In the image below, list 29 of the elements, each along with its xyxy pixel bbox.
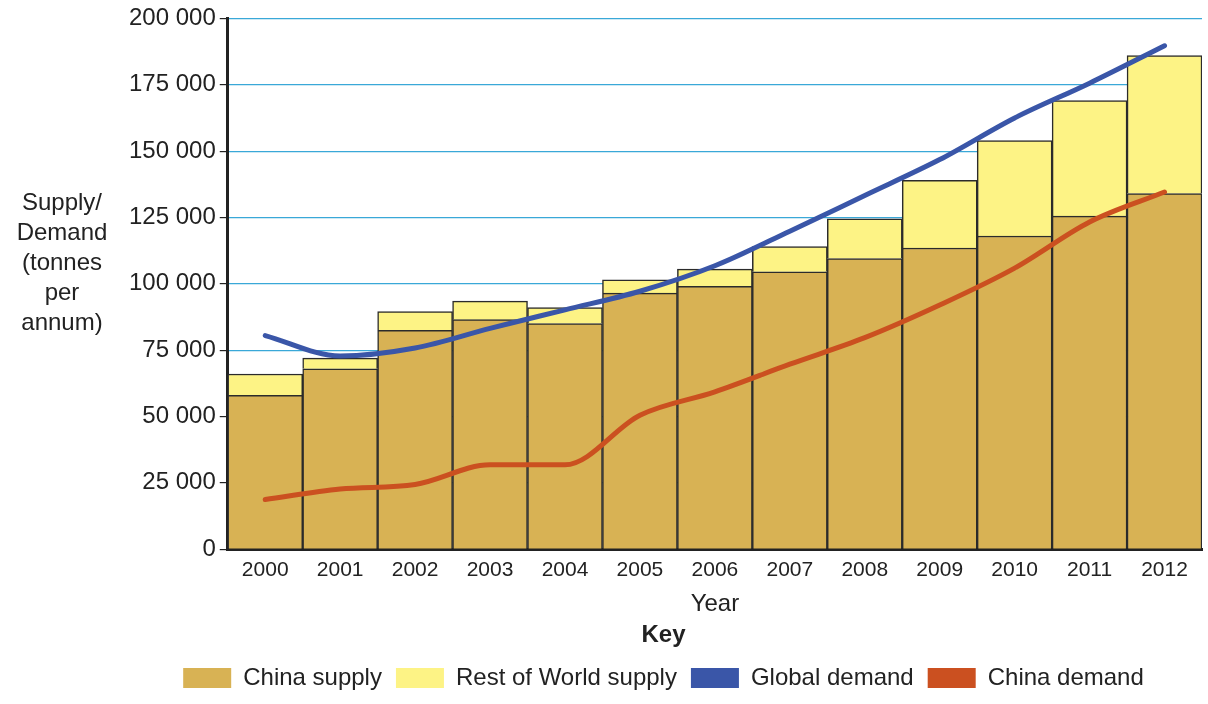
- x-tick-label: 2001: [316, 556, 364, 580]
- y-tick-label: 125 000: [128, 202, 216, 230]
- legend-title: Key: [641, 619, 687, 647]
- y-tick-label: 0: [202, 533, 216, 561]
- legend-label: Rest of World supply: [455, 662, 677, 690]
- y-tick-label: 175 000: [128, 69, 216, 97]
- x-tick-label: 2009: [916, 556, 964, 580]
- x-tick-label: 2008: [841, 556, 889, 580]
- y-tick-label: 200 000: [128, 3, 216, 31]
- x-tick-label: 2002: [391, 556, 439, 580]
- legend-label: China supply: [243, 662, 382, 690]
- x-tick-label: 2006: [691, 556, 739, 580]
- x-tick-label: 2003: [466, 556, 514, 580]
- legend-label: China demand: [987, 662, 1144, 690]
- x-tick-label: 2010: [991, 556, 1038, 580]
- x-tick-label: 2012: [1141, 556, 1188, 580]
- y-tick-label: 50 000: [142, 401, 216, 429]
- x-tick-label: 2005: [616, 556, 664, 580]
- y-tick-label: 150 000: [128, 135, 216, 163]
- y-axis-title: Supply/ Demand (tonnes per annum): [16, 188, 108, 336]
- y-tick-label: 75 000: [142, 334, 216, 362]
- x-tick-label: 2011: [1067, 556, 1113, 580]
- y-tick-label: 25 000: [142, 467, 216, 495]
- x-axis-title: Year: [690, 589, 740, 617]
- x-tick-label: 2007: [766, 556, 814, 580]
- legend-label: Global demand: [750, 662, 914, 690]
- x-tick-label: 2004: [541, 556, 589, 580]
- y-tick-label: 100 000: [128, 268, 216, 296]
- x-tick-label: 2000: [241, 556, 289, 580]
